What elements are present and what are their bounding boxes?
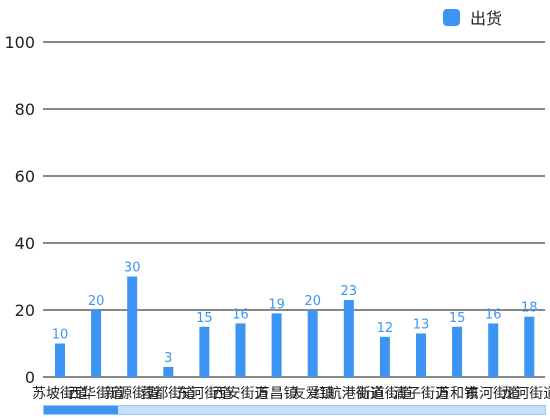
chart-legend[interactable]: 出货 [443, 5, 502, 29]
data-label: 23 [341, 284, 358, 299]
bar [271, 313, 282, 377]
y-tick-label: 0 [25, 368, 35, 387]
data-label: 19 [268, 297, 285, 312]
data-label: 16 [232, 307, 249, 322]
y-tick-label: 100 [4, 33, 35, 52]
bar [163, 366, 174, 377]
bar [379, 336, 390, 377]
data-label: 3 [164, 351, 172, 366]
data-label: 20 [88, 294, 105, 309]
y-tick-label: 80 [15, 100, 35, 119]
bar [416, 333, 426, 377]
x-tick-label: 西安街道 [213, 386, 269, 402]
scrollbar-thumb[interactable] [44, 406, 118, 414]
x-tick-label: 友爱镇 [292, 386, 334, 402]
y-tick-label: 60 [15, 167, 35, 186]
legend-swatch [443, 8, 460, 26]
x-tick-label: 东河街道 [465, 386, 521, 402]
bar [91, 310, 102, 377]
bar [488, 323, 499, 377]
data-label: 12 [377, 321, 394, 336]
x-tick-label: 东河街道 [176, 386, 232, 402]
data-label: 15 [196, 311, 213, 326]
x-tick-label: 龙河街道 [501, 386, 550, 402]
data-label: 16 [485, 307, 502, 322]
horizontal-scrollbar[interactable] [43, 405, 546, 415]
data-label: 30 [124, 261, 141, 276]
x-tick-label: 新道街道 [357, 386, 413, 402]
data-label: 20 [304, 294, 321, 309]
x-tick-label: 西华街道 [68, 386, 124, 402]
x-tick-label: 蓉都街道 [140, 386, 196, 402]
data-label: 18 [521, 301, 538, 316]
x-tick-label: 苏坡街道 [32, 386, 88, 402]
data-label: 13 [413, 317, 430, 332]
bar [55, 343, 65, 377]
bar [127, 276, 138, 377]
x-tick-label: 万和镇 [436, 386, 478, 402]
bar [235, 323, 246, 377]
legend-label: 出货 [470, 9, 503, 28]
bar [452, 326, 463, 377]
bar [343, 299, 354, 377]
y-tick-label: 20 [15, 301, 35, 320]
bar [524, 316, 535, 377]
x-tick-label: 清子街道 [393, 386, 449, 402]
bar [199, 326, 210, 377]
y-tick-label: 40 [15, 234, 35, 253]
data-label: 10 [52, 328, 69, 343]
bar [307, 310, 318, 377]
x-tick-label: 万昌镇 [256, 386, 298, 402]
x-tick-label: 红航港街道 [314, 386, 384, 402]
data-label: 15 [449, 311, 466, 326]
x-tick-label: 新源街道 [104, 386, 160, 402]
